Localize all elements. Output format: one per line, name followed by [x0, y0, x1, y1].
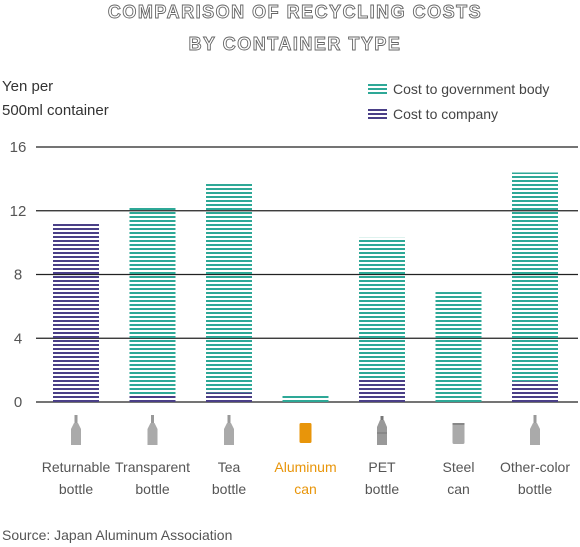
- steel-can-icon: [452, 423, 465, 444]
- chart-title-line-1: COMPARISON OF RECYCLING COSTS: [107, 2, 483, 23]
- category-label: Steel: [443, 459, 475, 475]
- category-label: bottle: [518, 481, 552, 497]
- y-tick-label: 0: [14, 394, 22, 411]
- category-label: Transparent: [115, 459, 190, 475]
- bar-segment-government: [359, 237, 405, 380]
- glass-bottle-icon: [530, 415, 540, 445]
- bar-segment-company: [206, 392, 252, 402]
- container-icons: [71, 415, 540, 445]
- grid-lines: [36, 146, 578, 403]
- category-label: bottle: [212, 481, 246, 497]
- glass-bottle-icon: [147, 415, 158, 445]
- legend-label-company: Cost to company: [393, 106, 499, 122]
- y-tick-label: 16: [10, 139, 27, 156]
- x-axis-categories: Returnable bottle Transparent bottle Tea bott…: [42, 459, 571, 497]
- category-label: Aluminum: [274, 459, 336, 475]
- bar-segment-company: [512, 381, 558, 402]
- bar-segment-government: [435, 292, 482, 402]
- category-label: can: [294, 481, 317, 497]
- legend-swatch-company: [368, 108, 387, 120]
- bars: [53, 172, 558, 402]
- bar-segment-government: [512, 172, 558, 382]
- bar-segment-government: [282, 394, 329, 402]
- category-label: bottle: [135, 481, 169, 497]
- y-tick-label: 4: [14, 330, 22, 347]
- legend-swatch-government: [368, 83, 387, 95]
- chart-title-line-2: BY CONTAINER TYPE: [188, 34, 402, 55]
- category-label: PET: [368, 459, 396, 475]
- y-tick-label: 8: [14, 267, 22, 284]
- aluminum-can-icon: [299, 423, 312, 443]
- legend-item-government: Cost to government body: [368, 81, 549, 97]
- category-label: bottle: [365, 481, 399, 497]
- legend-item-company: Cost to company: [368, 106, 498, 122]
- bar-segment-government: [206, 183, 252, 393]
- pet-bottle-icon: [377, 416, 387, 445]
- bar-segment-company: [359, 379, 405, 402]
- bar-segment-company: [129, 394, 176, 402]
- legend-label-government: Cost to government body: [393, 81, 550, 97]
- glass-bottle-icon: [71, 415, 81, 445]
- category-label: Other-color: [500, 459, 570, 475]
- y-axis-ticks: 0 4 8 12 16: [10, 139, 27, 411]
- category-label: Tea: [218, 459, 241, 475]
- y-axis-label-line-2: 500ml container: [2, 102, 109, 119]
- y-tick-label: 12: [10, 203, 27, 220]
- category-label: can: [447, 481, 470, 497]
- bar-segment-government: [129, 205, 176, 395]
- category-label: Returnable: [42, 459, 111, 475]
- source-note: Source: Japan Aluminum Association: [2, 527, 233, 543]
- glass-bottle-icon: [224, 415, 234, 445]
- y-axis-label-line-1: Yen per: [2, 78, 54, 95]
- bar-segment-company: [53, 223, 99, 402]
- category-label: bottle: [59, 481, 93, 497]
